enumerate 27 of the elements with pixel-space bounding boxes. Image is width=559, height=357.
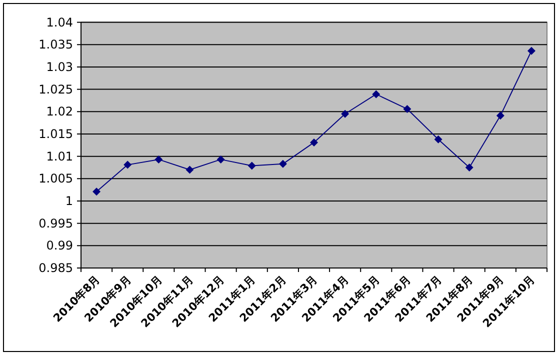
point [434,135,442,144]
y-tick-label: 1.025 [38,82,73,96]
y-tick-label: 1.02 [46,104,73,119]
y-tick-label: 1.01 [46,149,73,164]
point [186,166,194,174]
y-tick-label: 1.035 [38,38,73,52]
y-tick-label: 1.03 [46,60,73,74]
y-tick-label: 0.995 [38,216,73,230]
y-tick-label: 1 [65,194,73,208]
point [278,160,287,168]
point [527,46,536,55]
point [465,163,474,172]
point [372,90,380,98]
y-tick-label: 0.985 [38,261,73,275]
point [216,155,225,164]
point [310,138,318,146]
point [124,160,132,169]
point [341,110,350,118]
point [92,188,101,196]
y-tick-label: 1.015 [38,126,73,141]
y-tick-label: 0.99 [46,238,73,253]
point [154,155,163,164]
point [248,162,256,170]
point [403,104,412,113]
point [496,112,504,120]
y-tick-label: 1.005 [38,172,73,186]
y-tick-label: 1.04 [46,15,73,30]
